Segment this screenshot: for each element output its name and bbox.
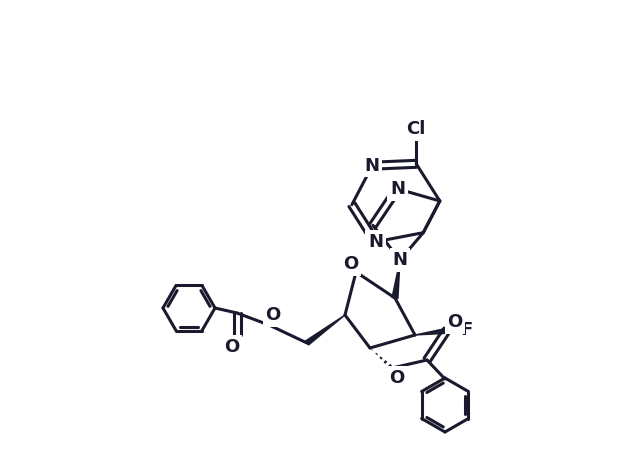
Polygon shape (305, 315, 345, 345)
Text: N: N (392, 251, 408, 269)
Text: O: O (447, 313, 463, 331)
Text: O: O (389, 369, 404, 387)
Text: N: N (365, 157, 380, 175)
Text: O: O (225, 338, 239, 356)
Polygon shape (415, 327, 453, 335)
Polygon shape (392, 260, 400, 298)
Text: O: O (344, 255, 358, 273)
Text: Cl: Cl (406, 120, 426, 138)
Text: F: F (461, 321, 473, 339)
Text: N: N (390, 180, 405, 198)
Text: N: N (368, 233, 383, 251)
Text: O: O (266, 306, 280, 324)
